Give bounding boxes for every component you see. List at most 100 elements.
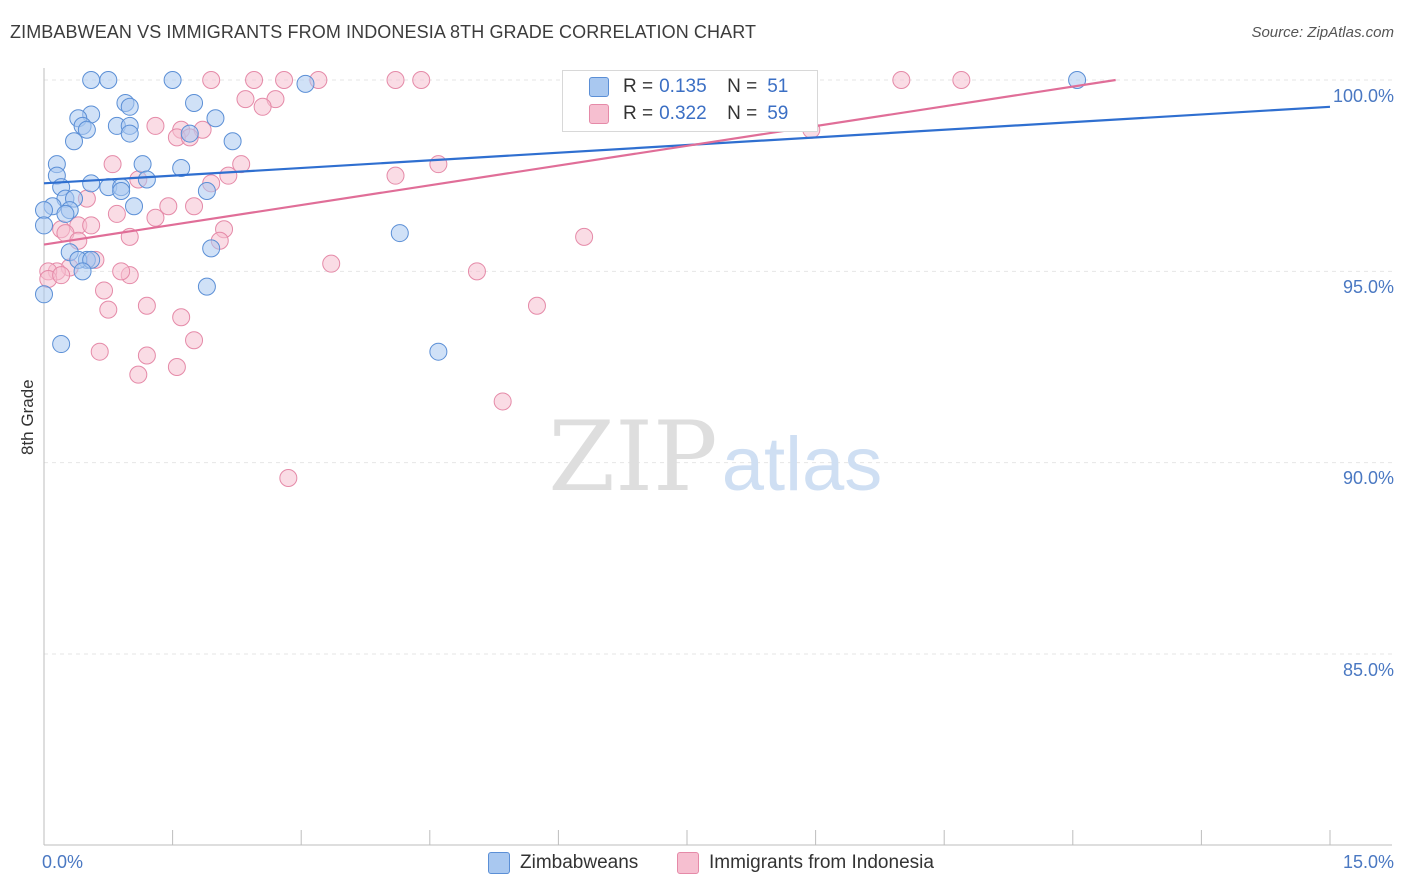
n-value: 59 — [767, 103, 789, 124]
series-legend: Zimbabweans Immigrants from Indonesia — [0, 852, 1406, 878]
data-point-indonesia — [279, 468, 298, 487]
data-point-zimbabweans — [172, 159, 191, 178]
data-point-zimbabweans — [137, 170, 156, 189]
data-point-indonesia — [185, 197, 204, 216]
data-point-indonesia — [82, 216, 101, 235]
y-tick-label: 95.0% — [1342, 277, 1394, 297]
n-label: N = — [727, 76, 758, 97]
y-axis-label: 8th Grade — [18, 379, 37, 455]
chart-title: ZIMBABWEAN VS IMMIGRANTS FROM INDONESIA … — [10, 22, 757, 42]
data-point-zimbabweans — [35, 216, 53, 235]
x-tick-label-max: 15.0% — [1342, 852, 1394, 872]
data-point-indonesia — [275, 71, 294, 89]
data-point-indonesia — [146, 208, 165, 227]
n-value: 51 — [767, 76, 789, 97]
legend-label: Immigrants from Indonesia — [709, 852, 934, 873]
data-point-zimbabweans — [73, 262, 92, 281]
trend-line-indonesia — [43, 78, 1116, 246]
data-point-zimbabweans — [77, 120, 96, 139]
stats-row-indonesia: R = 0.322 N = 59 — [563, 101, 788, 127]
data-point-zimbabweans — [202, 239, 221, 258]
data-point-indonesia — [386, 71, 405, 89]
data-point-indonesia — [159, 197, 178, 216]
data-point-zimbabweans — [133, 155, 152, 174]
data-point-zimbabweans — [206, 109, 225, 128]
blue-swatch-icon — [589, 77, 609, 97]
data-point-zimbabweans — [185, 93, 204, 112]
data-point-zimbabweans — [112, 181, 131, 200]
data-point-indonesia — [137, 296, 156, 315]
data-point-indonesia — [107, 204, 126, 223]
data-point-zimbabweans — [82, 174, 101, 193]
data-point-zimbabweans — [197, 181, 216, 200]
data-point-indonesia — [90, 342, 109, 361]
data-point-indonesia — [467, 262, 486, 281]
data-point-indonesia — [112, 262, 131, 281]
data-point-indonesia — [892, 71, 911, 89]
data-point-indonesia — [386, 166, 405, 185]
data-point-zimbabweans — [429, 342, 448, 361]
y-tick-label: 90.0% — [1342, 468, 1394, 488]
data-point-zimbabweans — [99, 71, 118, 89]
data-point-indonesia — [952, 71, 971, 89]
data-point-zimbabweans — [35, 201, 53, 220]
trend-lines — [43, 78, 1331, 246]
data-point-zimbabweans — [390, 224, 409, 243]
data-point-zimbabweans — [82, 71, 101, 89]
data-point-zimbabweans — [52, 335, 71, 354]
legend-item-zimbabweans[interactable]: Zimbabweans — [488, 852, 638, 874]
x-tick-label-min: 0.0% — [42, 852, 84, 872]
data-point-indonesia — [527, 296, 546, 315]
data-point-indonesia — [253, 97, 272, 116]
stats-legend: R = 0.135 N = 51 R = 0.322 N = 59 — [562, 70, 818, 132]
data-point-indonesia — [95, 281, 114, 300]
data-point-zimbabweans — [125, 197, 144, 216]
watermark-zip: ZIP — [548, 401, 717, 513]
series-zimbabweans-points — [35, 71, 1087, 361]
data-point-indonesia — [103, 155, 122, 174]
data-point-zimbabweans — [180, 124, 199, 143]
data-point-indonesia — [575, 227, 594, 246]
legend-item-indonesia[interactable]: Immigrants from Indonesia — [677, 852, 934, 874]
n-label: N = — [727, 103, 758, 124]
gridlines — [44, 79, 1392, 655]
data-point-zimbabweans — [65, 132, 84, 151]
r-label: R = — [623, 76, 654, 97]
series-indonesia-points — [39, 71, 971, 487]
y-tick-label: 100.0% — [1332, 86, 1394, 106]
data-point-indonesia — [167, 358, 186, 376]
r-label: R = — [623, 103, 654, 124]
data-point-indonesia — [172, 308, 191, 327]
data-point-indonesia — [137, 346, 156, 365]
pink-swatch-icon — [589, 104, 609, 124]
data-point-zimbabweans — [120, 97, 139, 116]
data-point-indonesia — [322, 254, 341, 273]
r-value: 0.322 — [659, 103, 707, 124]
legend-label: Zimbabweans — [520, 852, 639, 873]
stats-row-zimbabweans: R = 0.135 N = 51 — [563, 74, 788, 100]
data-point-indonesia — [185, 331, 204, 350]
data-point-indonesia — [493, 392, 512, 411]
source-label: Source: ZipAtlas.com — [1251, 24, 1394, 41]
data-point-zimbabweans — [56, 204, 75, 223]
data-point-indonesia — [236, 90, 255, 109]
data-point-indonesia — [219, 166, 238, 185]
data-point-zimbabweans — [35, 285, 53, 304]
y-tick-label: 85.0% — [1342, 660, 1394, 680]
data-point-indonesia — [202, 71, 221, 89]
data-point-zimbabweans — [296, 74, 315, 93]
data-point-zimbabweans — [120, 124, 139, 143]
data-point-zimbabweans — [197, 277, 216, 296]
watermark: ZIP atlas — [548, 401, 882, 513]
data-point-indonesia — [52, 266, 71, 285]
data-point-indonesia — [99, 300, 118, 319]
data-point-indonesia — [129, 365, 148, 384]
watermark-atlas: atlas — [722, 422, 883, 507]
axes — [43, 68, 1392, 846]
data-point-indonesia — [412, 71, 431, 89]
data-point-indonesia — [245, 71, 264, 89]
r-value: 0.135 — [659, 76, 707, 97]
data-point-zimbabweans — [163, 71, 182, 89]
data-point-zimbabweans — [223, 132, 242, 151]
